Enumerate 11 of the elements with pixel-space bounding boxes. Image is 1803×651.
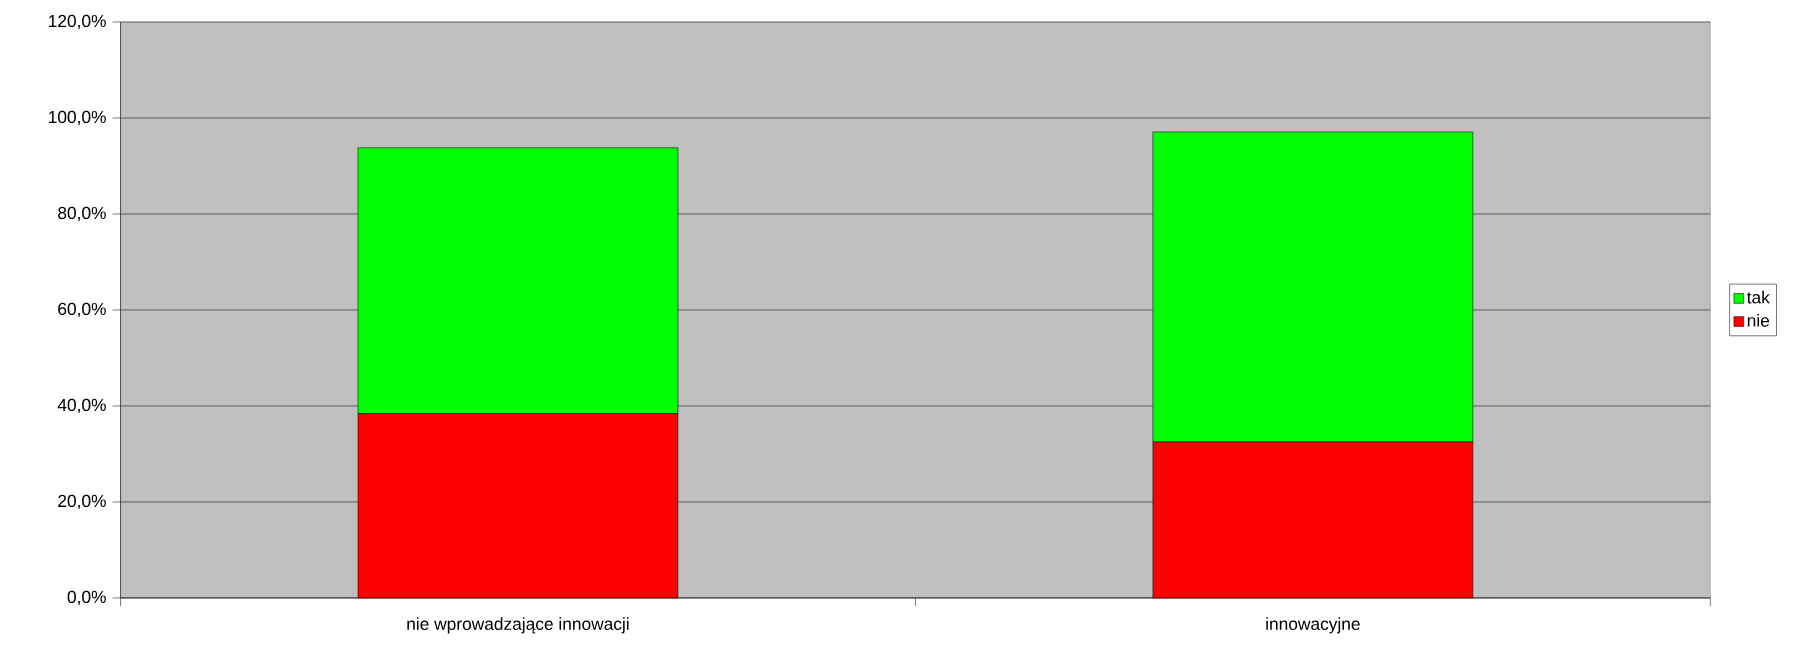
y-tick-label: 100,0% — [49, 110, 106, 126]
y-tick-label: 0,0% — [67, 590, 106, 606]
y-tick-label: 80,0% — [58, 206, 106, 222]
y-tick-label: 20,0% — [58, 494, 106, 510]
legend-label: nie — [1747, 313, 1770, 327]
y-tick-label: 120,0% — [49, 14, 106, 30]
y-tick-label: 60,0% — [58, 302, 106, 318]
legend-label: tak — [1746, 290, 1770, 304]
x-tick-label: nie wprowadzające innowacji — [407, 617, 629, 634]
y-tick-label: 40,0% — [57, 398, 106, 414]
x-tick-label: innowacyjne — [1266, 617, 1360, 634]
